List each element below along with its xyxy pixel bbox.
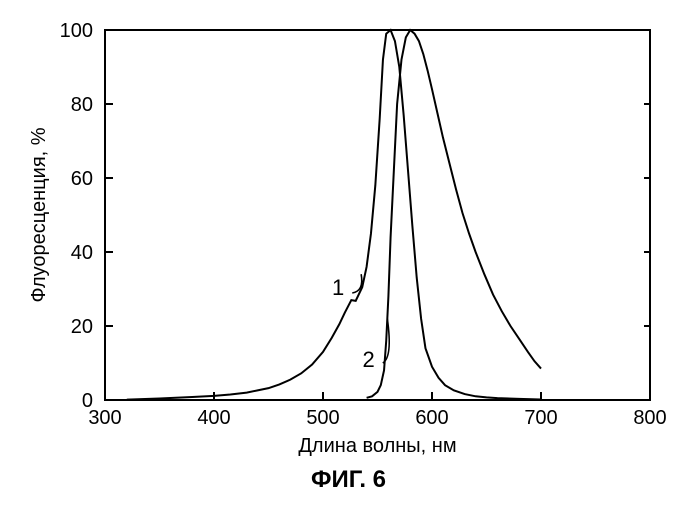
y-tick-label: 80 <box>71 94 93 116</box>
y-tick-label: 0 <box>82 390 93 412</box>
series-curve2 <box>367 30 541 398</box>
y-tick-label: 60 <box>71 168 93 190</box>
x-tick-label: 400 <box>197 407 230 429</box>
x-tick-label: 600 <box>415 407 448 429</box>
series-label-1: 1 <box>332 275 344 300</box>
y-tick-label: 20 <box>71 316 93 338</box>
y-tick-label: 40 <box>71 242 93 264</box>
x-axis-title: Длина волны, нм <box>298 435 456 457</box>
series-label-2: 2 <box>363 347 375 372</box>
y-tick-label: 100 <box>60 20 93 42</box>
x-tick-label: 700 <box>524 407 557 429</box>
figure-caption: ФИГ. 6 <box>0 466 697 494</box>
x-tick-label: 800 <box>633 407 666 429</box>
plot-frame <box>105 30 650 400</box>
x-tick-label: 500 <box>306 407 339 429</box>
figure-container: 300 400 500 600 700 800 0 20 40 60 80 100 Длина волн… <box>0 0 697 500</box>
x-tick-label: 300 <box>88 407 121 429</box>
series-curve1 <box>127 30 541 400</box>
spectrum-chart: 300 400 500 600 700 800 0 20 40 60 80 100 Длина волн… <box>0 0 697 500</box>
y-axis-title: Флуоресценция, % <box>28 127 50 302</box>
